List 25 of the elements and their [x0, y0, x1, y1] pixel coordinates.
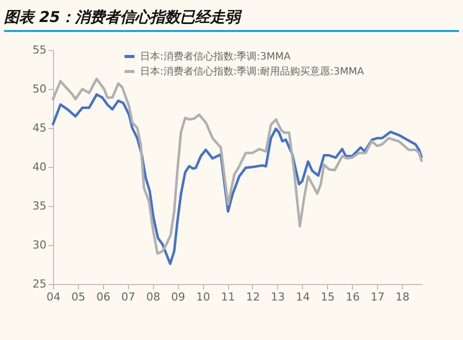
x-tick-label: 14 [296, 290, 310, 304]
x-tick-label: 05 [71, 290, 86, 304]
x-tick-label: 16 [346, 290, 360, 304]
x-tick-label: 15 [320, 290, 335, 304]
chart-title: 图表 25：消费者信心指数已经走弱 [4, 8, 459, 32]
y-tick-label: 35 [32, 200, 46, 212]
x-tick-label: 08 [146, 290, 160, 304]
x-tick-label: 04 [46, 290, 60, 304]
y-tick-label: 30 [32, 238, 46, 252]
y-tick-label: 55 [32, 44, 46, 56]
x-tick-label: 06 [96, 290, 110, 304]
x-tick-label: 07 [121, 290, 136, 304]
y-tick-label: 25 [32, 278, 46, 290]
y-tick-label: 40 [32, 160, 46, 174]
x-tick-label: 13 [270, 290, 285, 304]
y-tick-label: 50 [32, 82, 46, 96]
x-tick-label: 12 [246, 290, 260, 304]
y-tick-label: 45 [32, 122, 46, 134]
x-tick-label: 09 [171, 290, 186, 304]
x-tick-label: 11 [221, 290, 236, 304]
x-tick-label: 18 [396, 290, 410, 304]
legend-label: 日本:消费者信心指数:季调:耐用品购买意愿:3MMA [140, 66, 364, 78]
legend-label: 日本:消费者信心指数:季调:3MMA [140, 50, 291, 62]
x-tick-label: 10 [196, 290, 210, 304]
x-tick-label: 17 [370, 290, 385, 304]
